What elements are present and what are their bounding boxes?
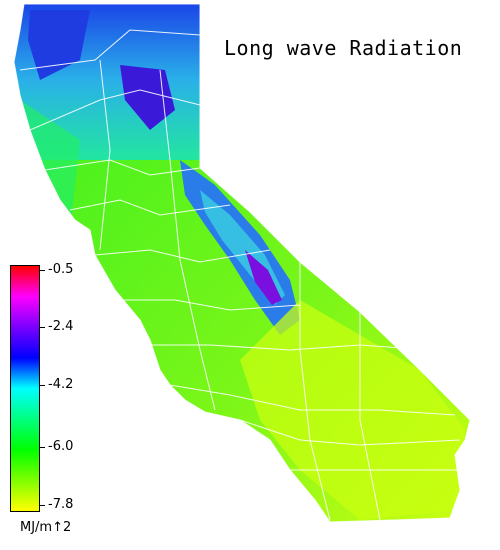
- colorbar: [10, 265, 40, 512]
- colorbar-units: MJ/m↑2: [20, 520, 72, 535]
- map-title: Long wave Radiation: [224, 36, 463, 60]
- colorbar-tick-mark: [39, 447, 45, 448]
- colorbar-tick-label: -4.2: [48, 377, 74, 392]
- colorbar-tick-label: -7.8: [48, 497, 74, 512]
- county-boundaries: [13, 3, 471, 523]
- colorbar-tick-mark: [39, 327, 45, 328]
- colorbar-tick-label: -2.4: [48, 319, 74, 334]
- colorbar-tick-label: -6.0: [48, 439, 74, 454]
- colorbar-tick-mark: [39, 385, 45, 386]
- colorbar-tick-mark: [39, 270, 45, 271]
- colorbar-tick-mark: [39, 505, 45, 506]
- sierra-peaks: [245, 250, 282, 305]
- colorbar-tick-label: -0.5: [48, 262, 74, 277]
